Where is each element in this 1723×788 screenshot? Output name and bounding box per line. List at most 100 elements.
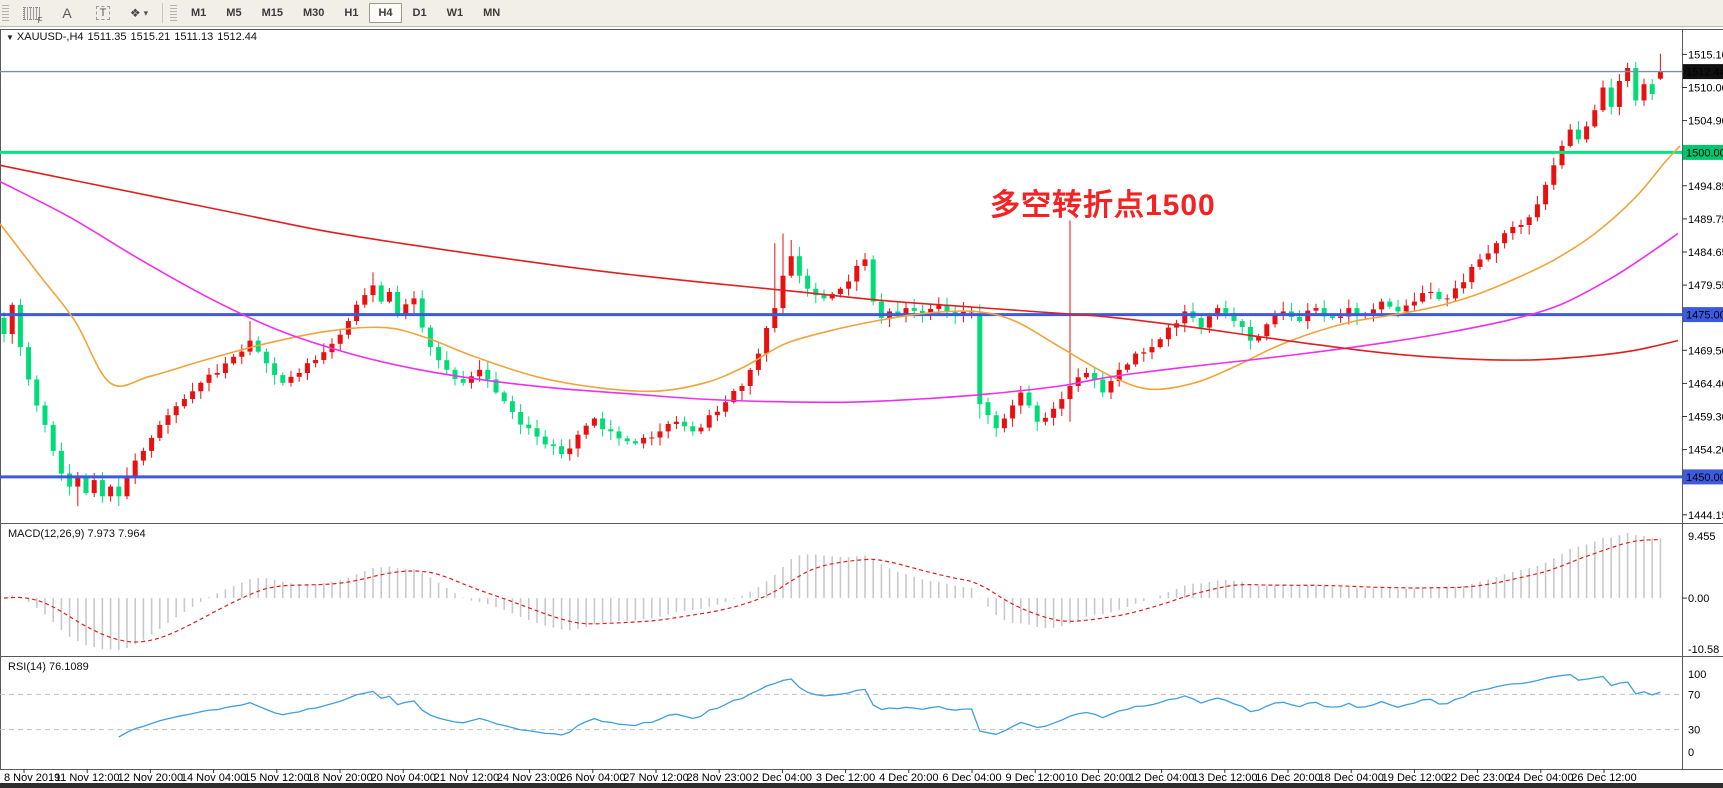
- price-tick-label: 1479.55: [1688, 280, 1723, 292]
- rsi-axis-label: 100: [1688, 669, 1706, 681]
- timeframe-button-h1[interactable]: H1: [344, 7, 359, 19]
- time-axis-label: 19 Dec 12:00: [1382, 772, 1447, 784]
- time-axis-label: 4 Dec 20:00: [879, 772, 938, 784]
- price-label-box: [1683, 469, 1723, 485]
- bar-high: 1515.21: [130, 31, 171, 43]
- time-axis-label: 21 Nov 12:00: [434, 772, 499, 784]
- dropdown-caret-icon: ▾: [143, 7, 149, 18]
- macd-signal-line: [3, 539, 1661, 643]
- price-tick-label: 1464.40: [1688, 378, 1723, 390]
- time-axis-label: 6 Dec 04:00: [942, 772, 1001, 784]
- text-label-icon: T: [95, 6, 111, 20]
- price-tick-label: 1515.10: [1688, 49, 1723, 61]
- text-label-button[interactable]: T: [86, 2, 120, 24]
- timeframe-toolbar: M1 M5 M15 M30 H1 H4 D1 W1 MN: [181, 3, 510, 23]
- price-label-box-text: 1512.44: [1686, 67, 1723, 79]
- time-axis-label: 9 Dec 12:00: [1006, 772, 1065, 784]
- time-axis-label: 26 Dec 12:00: [1571, 772, 1636, 784]
- bar-open: 1511.35: [87, 31, 127, 43]
- time-axis-label: 16 Dec 20:00: [1255, 772, 1320, 784]
- ma-slow-red: [0, 164, 1679, 361]
- timeframe-button-m5[interactable]: M5: [226, 7, 242, 19]
- time-axis-label: 24 Nov 23:00: [497, 772, 562, 784]
- rsi-axis-label: 70: [1688, 689, 1700, 701]
- time-axis-label: 11 Nov 12:00: [55, 772, 120, 784]
- timeframe-button-d1[interactable]: D1: [412, 7, 427, 19]
- ma-fast-orange: [0, 145, 1681, 393]
- rsi-axis-label: 0: [1688, 747, 1694, 759]
- price-tick-label: 1459.30: [1688, 412, 1723, 424]
- timeframe-button-m30[interactable]: M30: [302, 7, 325, 19]
- time-axis-label: 26 Nov 04:00: [560, 772, 625, 784]
- rsi-indicator-label: RSI(14) 76.1089: [8, 661, 89, 673]
- indicator-grid-button[interactable]: F: [14, 2, 48, 25]
- rsi-panel: 100 70 30 0: [0, 669, 1706, 759]
- symbol-dropdown-icon[interactable]: ▼: [6, 33, 14, 42]
- price-tick-label: 1484.65: [1688, 247, 1723, 259]
- time-axis-label: 27 Nov 12:00: [623, 772, 688, 784]
- time-axis-label: 13 Dec 12:00: [1192, 772, 1257, 784]
- price-tick-label: 1494.85: [1688, 181, 1723, 193]
- price-tick-label: 1469.50: [1688, 345, 1723, 357]
- macd-axis-min: -10.58: [1688, 644, 1719, 656]
- price-tick-label: 1454.20: [1688, 445, 1723, 457]
- time-axis-label: 28 Nov 23:00: [686, 772, 751, 784]
- macd-values: 7.973 7.964: [87, 528, 146, 540]
- time-axis-label: 15 Nov 12:00: [244, 772, 309, 784]
- panel-frames: [0, 29, 1723, 770]
- macd-name: MACD(12,26,9): [8, 528, 85, 540]
- time-axis-label: 8 Nov 2019: [4, 772, 60, 784]
- time-axis-label: 18 Dec 04:00: [1318, 772, 1383, 784]
- font-icon: A: [62, 5, 72, 21]
- toolbar-separator: [162, 3, 163, 23]
- time-axis-label: 24 Dec 04:00: [1508, 772, 1573, 784]
- bar-close: 1512.44: [217, 31, 257, 43]
- timeframe-button-m15[interactable]: M15: [261, 7, 283, 19]
- macd-axis-max: 9.455: [1688, 531, 1716, 543]
- macd-panel: 9.455 0.00 -10.58: [3, 531, 1719, 656]
- rsi-axis-label: 30: [1688, 725, 1700, 737]
- time-axis-label: 10 Dec 20:00: [1066, 772, 1131, 784]
- candlestick-series: [1, 53, 1663, 507]
- timeframe-button-h4[interactable]: H4: [369, 3, 402, 23]
- price-tick-label: 1504.90: [1688, 116, 1723, 128]
- price-tick-label: 1510.00: [1688, 83, 1723, 95]
- time-axis-label: 20 Nov 04:00: [370, 772, 435, 784]
- price-tick-label: 1489.75: [1688, 214, 1723, 226]
- macd-axis-zero: 0.00: [1688, 593, 1709, 605]
- chart-title: ▼ XAUUSD-,H4 1511.35 1515.21 1511.13 1512.44: [6, 31, 261, 43]
- price-label-box: [1683, 144, 1723, 160]
- macd-indicator-label: MACD(12,26,9) 7.973 7.964: [8, 528, 146, 540]
- price-label-box: [1683, 64, 1723, 80]
- timeframe-button-mn[interactable]: MN: [483, 7, 501, 19]
- symbol-name: XAUUSD-,H4: [16, 31, 84, 43]
- price-label-box-text: 1450.00: [1686, 472, 1723, 484]
- time-axis-label: 3 Dec 12:00: [816, 772, 875, 784]
- symbols-button[interactable]: ❖ ▾: [122, 2, 156, 24]
- toolbar-grip[interactable]: [2, 5, 9, 21]
- price-tick-label: 1444.15: [1688, 510, 1723, 522]
- timeframe-toolbar-grip[interactable]: [170, 5, 177, 21]
- rsi-name: RSI(14): [8, 661, 46, 673]
- moving-averages: [0, 145, 1681, 404]
- indicator-grid-icon: F: [22, 6, 43, 25]
- horizontal-lines: [0, 150, 1682, 479]
- timeframe-button-w1[interactable]: W1: [446, 7, 464, 19]
- price-label-box: [1683, 307, 1723, 323]
- price-axis: 1515.10 1510.00 1504.90 1494.85 1489.75 1484.…: [1682, 49, 1723, 522]
- ma-mid-magenta: [0, 180, 1679, 404]
- rsi-line: [118, 673, 1661, 738]
- time-axis-label: 22 Dec 23:00: [1445, 772, 1510, 784]
- symbols-icon: ❖: [129, 6, 141, 20]
- time-axis-label: 12 Nov 20:00: [118, 772, 183, 784]
- price-label-box-text: 1500.00: [1686, 147, 1723, 159]
- horizontal-scrollbar[interactable]: [0, 783, 1723, 788]
- timeframe-button-m1[interactable]: M1: [191, 7, 207, 19]
- time-axis-label: 12 Dec 04:00: [1129, 772, 1194, 784]
- time-axis-label: 2 Dec 04:00: [753, 772, 812, 784]
- font-button[interactable]: A: [50, 2, 84, 24]
- time-axis-label: 18 Nov 20:00: [307, 772, 372, 784]
